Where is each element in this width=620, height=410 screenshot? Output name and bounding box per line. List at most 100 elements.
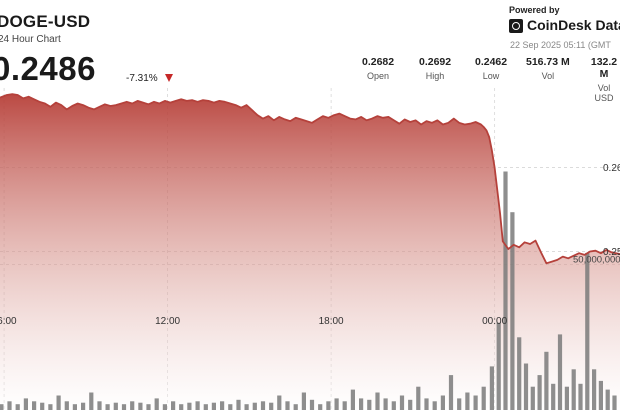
volume-bar: [318, 404, 323, 410]
stat-value: 516.73 M: [526, 56, 570, 68]
volume-bar: [416, 386, 421, 410]
volume-bar: [40, 402, 45, 410]
volume-bar: [557, 334, 563, 410]
volume-bar: [544, 351, 549, 410]
volume-bar: [171, 401, 176, 410]
x-tick-label: 06:00: [0, 316, 17, 327]
volume-bar: [121, 404, 127, 410]
volume-bar: [195, 401, 200, 410]
volume-bar: [203, 404, 208, 410]
volume-bar: [309, 399, 315, 410]
price-change: -7.31%: [126, 73, 158, 84]
volume-bar: [457, 398, 462, 410]
volume-bar: [7, 401, 12, 410]
volume-bar: [496, 322, 501, 410]
powered-by-label: Powered by: [509, 5, 560, 15]
volume-bar: [179, 404, 184, 410]
volume-bar: [64, 401, 69, 410]
volume-bar: [244, 404, 249, 410]
stat-label: Low: [482, 71, 500, 81]
volume-bar: [448, 375, 454, 410]
volume-bar: [236, 399, 241, 410]
volume-bar: [0, 404, 4, 410]
volume-bar: [350, 389, 355, 410]
volume-bar: [510, 212, 515, 410]
price-area: [0, 94, 620, 410]
volume-bar: [359, 398, 364, 410]
volume-bar: [375, 392, 380, 410]
volume-bar: [293, 404, 298, 410]
stat-volume: 516.73 M Vol: [526, 56, 570, 81]
volume-bar: [408, 399, 413, 410]
volume-bar: [612, 395, 617, 410]
stat-value: 132.2 M: [590, 56, 618, 80]
volume-bar: [503, 171, 508, 410]
volume-bar: [440, 395, 445, 410]
volume-bar: [530, 386, 535, 410]
volume-bar: [89, 392, 94, 410]
volume-bar: [15, 404, 20, 410]
volume-bar: [517, 337, 522, 410]
volume-bar: [113, 402, 118, 410]
brand-name: CoinDesk Data: [527, 17, 620, 33]
volume-bar: [72, 404, 77, 410]
chart-subtitle: 24 Hour Chart: [0, 34, 61, 45]
volume-bar: [301, 392, 306, 410]
volume-bar: [342, 401, 347, 410]
volume-bar: [23, 398, 28, 410]
coindesk-logo-icon: [509, 19, 523, 33]
volume-bar: [564, 386, 569, 410]
volume-bar: [220, 401, 225, 410]
volume-bar: [162, 404, 167, 410]
volume-bar: [81, 402, 86, 410]
volume-bar: [326, 401, 331, 410]
stat-volume-usd: 132.2 M Vol USD: [588, 56, 620, 103]
price-tick-label: 0.26: [603, 163, 620, 174]
volume-bar: [334, 398, 339, 410]
volume-bar: [277, 395, 282, 410]
down-arrow-icon: [165, 74, 173, 82]
volume-bar: [473, 395, 478, 410]
volume-bar: [578, 383, 583, 410]
volume-bar: [228, 404, 233, 410]
stat-high: 0.2692 High: [419, 56, 451, 81]
price-line: [0, 93, 620, 265]
stat-label: Vol: [541, 71, 555, 81]
volume-bar: [48, 404, 53, 410]
volume-bar: [399, 395, 405, 410]
volume-bar: [367, 399, 372, 410]
x-tick-label: 18:00: [319, 316, 344, 327]
volume-bar: [432, 401, 437, 410]
volume-bar: [489, 366, 494, 410]
chart-timestamp: 22 Sep 2025 05:11 (GMT: [510, 40, 611, 50]
volume-bar: [130, 401, 135, 410]
volume-bar: [146, 404, 151, 410]
volume-bar: [537, 375, 542, 410]
x-tick-label: 00:00: [482, 316, 507, 327]
stat-value: 0.2692: [419, 56, 452, 68]
volume-bar: [585, 252, 590, 410]
volume-bar: [285, 401, 290, 410]
volume-bar: [571, 369, 576, 410]
volume-bar: [105, 404, 110, 410]
volume-bar: [523, 363, 529, 410]
price-tick-label: 0.25: [603, 247, 620, 258]
stat-open: 0.2682 Open: [362, 56, 394, 81]
volume-bar: [187, 402, 192, 410]
volume-bar: [465, 392, 470, 410]
volume-bar: [383, 398, 388, 410]
volume-bar: [32, 401, 37, 410]
ticker-title: DOGE-USD: [0, 12, 91, 31]
stat-label: High: [425, 71, 445, 81]
stat-label: Open: [367, 71, 390, 81]
volume-bar: [605, 389, 610, 410]
volume-tick-label: 50,000,000: [573, 255, 620, 266]
volume-bar: [598, 380, 603, 410]
stat-low: 0.2462 Low: [475, 56, 507, 81]
volume-bar: [56, 395, 61, 410]
volume-bar: [592, 369, 597, 410]
stat-value: 0.2462: [475, 56, 508, 68]
current-price: 0.2486: [0, 50, 96, 87]
volume-bar: [211, 402, 216, 410]
